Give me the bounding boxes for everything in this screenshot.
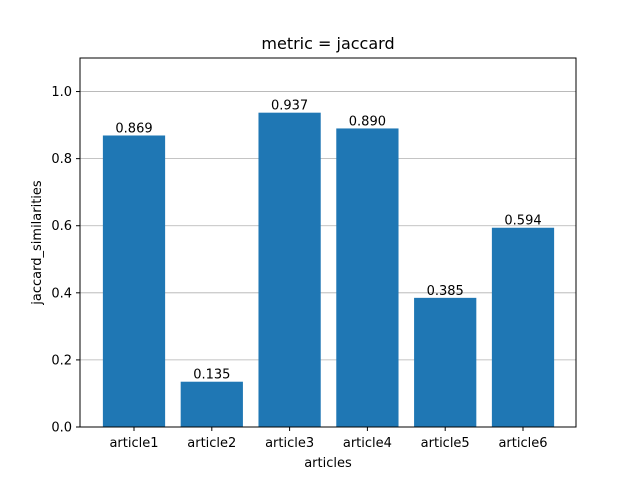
y-tick-label: 0.2	[51, 353, 72, 368]
bar-article3	[258, 112, 321, 428]
bar-value-label: 0.869	[115, 121, 152, 136]
y-axis-ticks: 0.0 0.2 0.4 0.6 0.8 1.0	[51, 85, 80, 436]
bar-article4	[336, 128, 399, 428]
bars	[102, 112, 555, 428]
bar-value-label: 0.385	[427, 284, 464, 299]
y-tick-label: 0.8	[51, 152, 72, 167]
x-tick-label: article5	[421, 436, 470, 451]
y-tick-label: 0.4	[51, 286, 72, 301]
bar-value-label: 0.890	[349, 114, 386, 129]
bar-article1	[102, 135, 166, 428]
y-tick-label: 0.6	[51, 219, 72, 234]
x-tick-label: article6	[498, 436, 547, 451]
x-tick-label: article3	[265, 436, 314, 451]
x-axis-title: articles	[304, 456, 352, 471]
x-axis-ticks: article1 article2 article3 article4 article5…	[109, 427, 548, 451]
plot-frame	[79, 57, 577, 428]
bar-article5	[414, 297, 477, 427]
bar-value-label: 0.594	[504, 214, 541, 229]
x-tick-label: article2	[187, 436, 236, 451]
chart-title: metric = jaccard	[261, 34, 394, 53]
bar-article2	[180, 381, 243, 427]
x-tick-label: article4	[343, 436, 392, 451]
data-labels: 0.869 0.135 0.937 0.890 0.385 0.594	[115, 99, 541, 383]
y-tick-label: 0.0	[51, 421, 72, 436]
bar-value-label: 0.937	[271, 99, 308, 114]
x-tick-label: article1	[109, 436, 158, 451]
y-tick-label: 1.0	[51, 85, 72, 100]
bar-article6	[491, 227, 555, 427]
bar-value-label: 0.135	[193, 368, 230, 383]
y-axis-title: jaccard_similarities	[30, 180, 45, 306]
